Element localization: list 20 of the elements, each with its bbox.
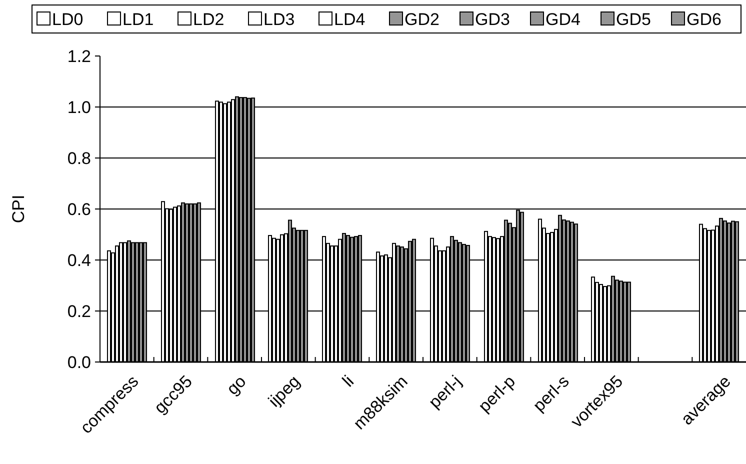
legend-label: GD5 [616, 10, 651, 29]
legend-label: GD6 [686, 10, 722, 29]
y-axis-title: CPI [9, 194, 28, 224]
legend-label: GD4 [546, 10, 580, 29]
legend-label: LD3 [264, 10, 295, 29]
x-tick-label: li [338, 372, 358, 391]
y-tick-label: 0.8 [67, 148, 91, 168]
y-tick-label: 0.6 [67, 200, 91, 219]
legend-label: LD4 [334, 10, 366, 29]
legend-label: GD2 [404, 10, 440, 29]
legend-label: LD2 [193, 10, 224, 29]
x-tick-label: go [223, 372, 250, 399]
legend-label: LD1 [122, 10, 154, 29]
y-tick-label: 0.2 [67, 302, 91, 321]
legend-label: LD0 [52, 10, 84, 29]
y-tick-label: 1.2 [67, 46, 91, 66]
legend-label: GD3 [475, 10, 510, 29]
y-tick-label: 0.4 [67, 250, 91, 270]
y-tick-label: 1.0 [67, 98, 91, 117]
y-tick-label: 0.0 [67, 352, 91, 372]
